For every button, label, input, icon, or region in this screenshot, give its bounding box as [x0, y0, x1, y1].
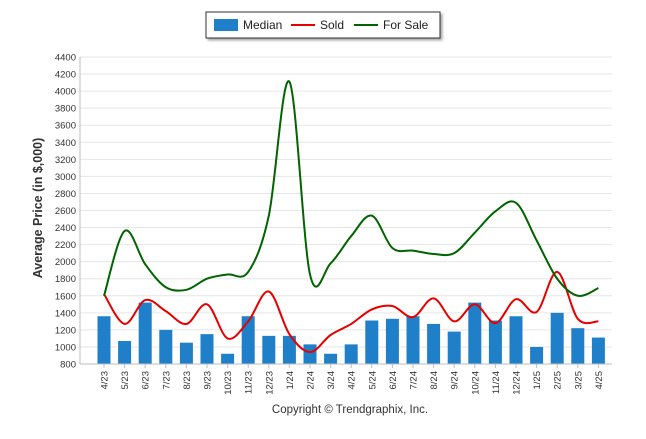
median-bar: [303, 344, 317, 364]
median-bar: [97, 316, 111, 364]
median-bar: [241, 316, 255, 364]
x-tick-label: 3/25: [573, 371, 584, 390]
y-tick-label: 2200: [55, 240, 76, 251]
y-tick-labels: 800 1000 1200 1400 1600 1800 2000 2200 2400 2600 2…: [55, 53, 76, 371]
y-tick-label: 800: [60, 360, 76, 371]
x-tick-label: 10/23: [223, 371, 234, 395]
y-tick-label: 1400: [55, 308, 76, 319]
median-bar: [488, 320, 502, 364]
x-tick-label: 3/24: [326, 371, 337, 390]
legend-forsale-label: For Sale: [383, 18, 429, 32]
x-tick-label: 2/24: [306, 371, 317, 390]
y-tick-label: 1600: [55, 291, 76, 302]
legend-median-label: Median: [243, 18, 282, 32]
x-tick-labels: 4/23 5/23 6/23 7/23 8/23 9/23 10/23 11/23 12/23 1…: [100, 364, 605, 395]
x-tick-label: 4/23: [100, 371, 111, 390]
median-bar: [591, 337, 605, 364]
x-tick-label: 8/23: [182, 371, 193, 390]
legend-sold-label: Sold: [320, 18, 344, 32]
y-tick-label: 3000: [55, 172, 76, 183]
x-tick-label: 6/24: [388, 371, 399, 390]
x-tick-label: 11/24: [491, 371, 502, 394]
x-tick-label: 7/24: [409, 371, 420, 390]
median-bar: [118, 340, 132, 364]
y-tick-label: 2800: [55, 189, 76, 200]
median-bar: [385, 318, 399, 364]
median-bar: [571, 328, 585, 364]
legend-box: [205, 11, 441, 39]
median-bar: [365, 320, 379, 364]
y-tick-label: 4400: [55, 53, 76, 64]
median-bar: [509, 316, 523, 364]
y-tick-label: 3200: [55, 155, 76, 166]
median-bar: [406, 316, 420, 364]
x-tick-label: 5/23: [120, 371, 131, 390]
y-tick-label: 2000: [55, 257, 76, 268]
trend-lines: [103, 80, 599, 354]
copyright-text: Copyright © Trendgraphix, Inc.: [272, 404, 428, 416]
x-tick-label: 9/24: [450, 371, 461, 390]
y-axis-label: Average Price (in $,000): [31, 138, 45, 279]
sold-line: [103, 270, 599, 354]
median-bar: [159, 329, 173, 364]
x-tick-label: 10/24: [470, 371, 481, 395]
gridlines: [80, 56, 612, 348]
x-tick-label: 6/23: [141, 371, 152, 390]
x-tick-label: 4/24: [347, 371, 358, 390]
y-tick-label: 3400: [55, 138, 76, 149]
median-bar: [468, 302, 482, 364]
median-bar: [344, 344, 358, 364]
for-sale-line: [103, 80, 599, 297]
y-tick-label: 4200: [55, 70, 76, 81]
y-tick-label: 4000: [55, 87, 76, 98]
y-tick-label: 1200: [55, 325, 76, 336]
x-tick-label: 9/23: [203, 371, 214, 390]
x-tick-label: 12/23: [264, 371, 275, 395]
x-tick-label: 1/25: [532, 371, 543, 390]
legend-median-swatch: [214, 19, 238, 31]
median-bar: [447, 331, 461, 364]
median-bar: [530, 346, 544, 364]
x-tick-label: 12/24: [512, 371, 523, 395]
x-tick-label: 5/24: [367, 371, 378, 390]
median-bar: [550, 312, 564, 364]
y-tick-label: 1000: [55, 342, 76, 353]
x-tick-label: 1/24: [285, 371, 296, 390]
median-bar: [179, 342, 193, 364]
x-tick-label: 4/25: [594, 371, 605, 390]
median-bar: [282, 335, 296, 364]
chart-legend: Median Sold For Sale: [205, 11, 441, 39]
median-bar: [138, 302, 152, 364]
y-tick-label: 2400: [55, 223, 76, 234]
x-tick-label: 2/25: [553, 371, 564, 390]
median-bar: [427, 323, 441, 364]
median-bars: [97, 302, 605, 364]
y-tick-label: 3600: [55, 121, 76, 132]
median-bar: [221, 353, 235, 364]
y-tick-label: 1800: [55, 274, 76, 285]
y-tick-label: 3800: [55, 104, 76, 115]
y-tick-label: 2600: [55, 206, 76, 217]
median-bar: [262, 335, 276, 364]
x-tick-label: 7/23: [161, 371, 172, 390]
median-bar: [200, 334, 214, 364]
median-bar: [324, 353, 338, 364]
x-tick-label: 8/24: [429, 371, 440, 390]
x-tick-label: 11/23: [244, 371, 255, 394]
